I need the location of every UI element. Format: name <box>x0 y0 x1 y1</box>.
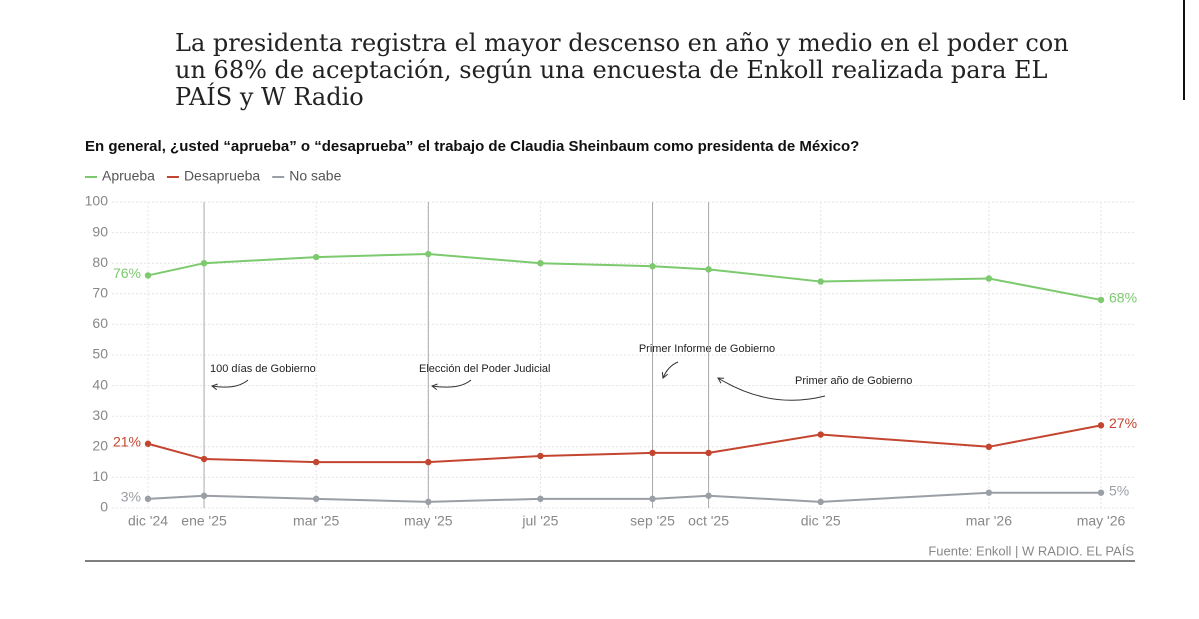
data-point <box>1097 296 1105 304</box>
data-point <box>705 492 712 499</box>
x-tick-label: sep '25 <box>630 513 675 529</box>
y-tick-label: 80 <box>92 254 108 270</box>
y-tick-label: 40 <box>92 376 108 392</box>
series-line <box>147 424 1102 464</box>
y-tick-label: 60 <box>92 315 108 331</box>
data-point <box>312 253 320 261</box>
data-point <box>200 455 208 463</box>
annotation-label: Primer Informe de Gobierno <box>639 343 775 355</box>
data-point <box>312 495 320 503</box>
subtitle: La presidenta registra el mayor descenso… <box>175 29 1069 111</box>
x-tick-label: mar '25 <box>293 513 339 529</box>
data-point <box>537 260 544 267</box>
annotation-arrow <box>662 361 679 379</box>
data-point <box>537 495 544 503</box>
data-point <box>985 489 993 496</box>
value-label: 76% <box>113 265 141 281</box>
y-tick-label: 0 <box>100 499 108 515</box>
data-point <box>985 443 993 450</box>
y-tick-label: 100 <box>85 193 109 209</box>
annotation-label: Primer año de Gobierno <box>795 375 912 387</box>
legend-label: Desaprueba <box>184 168 260 184</box>
x-tick-label: jul '25 <box>521 513 558 529</box>
data-point <box>817 278 824 285</box>
annotation-label: Elección del Poder Judicial <box>419 363 550 375</box>
y-tick-label: 10 <box>92 468 108 484</box>
legend-label: No sabe <box>289 168 341 184</box>
y-tick-label: 70 <box>92 285 108 301</box>
value-label: 21% <box>113 433 141 449</box>
data-point <box>425 250 432 258</box>
annotation-arrowhead <box>430 383 438 391</box>
data-point <box>1097 422 1105 429</box>
data-point <box>1097 489 1105 496</box>
value-label: 5% <box>1109 482 1129 498</box>
data-point <box>312 458 320 466</box>
data-point <box>649 263 656 270</box>
y-tick-label: 30 <box>92 407 108 423</box>
value-label: 3% <box>121 489 141 505</box>
legend-label: Aprueba <box>102 168 155 184</box>
value-label: 68% <box>1109 290 1137 306</box>
data-point <box>200 492 208 499</box>
data-point <box>649 495 656 503</box>
data-point <box>705 449 712 457</box>
series-line <box>147 253 1102 301</box>
x-tick-label: oct '25 <box>688 513 729 529</box>
y-tick-label: 20 <box>92 438 108 454</box>
data-point <box>985 275 993 282</box>
annotation-arrow <box>717 377 826 401</box>
annotation-arrowhead <box>661 371 668 379</box>
chart-title: En general, ¿usted “aprueba” o “desaprue… <box>85 138 859 155</box>
value-label: 27% <box>1109 415 1137 431</box>
data-point <box>425 458 432 466</box>
data-point <box>144 495 152 503</box>
data-point <box>817 498 824 506</box>
series-line <box>147 491 1101 503</box>
annotation-arrow <box>211 379 249 388</box>
annotation-label: 100 días de Gobierno <box>210 363 316 375</box>
source: Fuente: Enkoll | W RADIO. EL PAÍS <box>928 543 1134 558</box>
x-tick-label: dic '25 <box>801 513 841 529</box>
data-point <box>649 449 656 457</box>
data-point <box>200 260 208 267</box>
x-tick-label: mar '26 <box>966 513 1012 529</box>
x-tick-label: may '26 <box>1077 513 1126 529</box>
data-point <box>144 272 152 279</box>
x-tick-label: dic '24 <box>128 513 168 529</box>
y-tick-label: 90 <box>92 223 108 239</box>
annotation-arrowhead <box>717 377 725 384</box>
annotation-arrowhead <box>210 383 218 391</box>
data-point <box>705 266 712 273</box>
y-tick-label: 50 <box>92 346 108 362</box>
data-point <box>425 498 432 506</box>
annotation-arrow <box>431 379 472 388</box>
x-tick-label: ene '25 <box>181 513 227 529</box>
data-point <box>537 452 544 460</box>
data-point <box>817 431 824 438</box>
data-point <box>144 440 152 447</box>
x-tick-label: may '25 <box>404 513 453 529</box>
